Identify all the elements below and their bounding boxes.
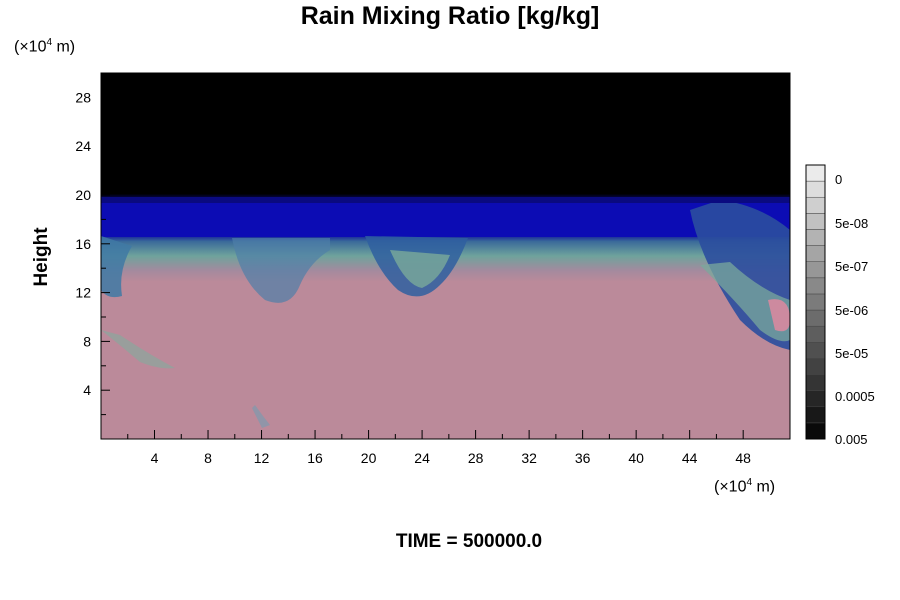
colorbar-swatch xyxy=(805,406,826,424)
teal-streak-left xyxy=(101,330,175,369)
colorbar-swatch xyxy=(805,358,826,375)
x-tick-label: 12 xyxy=(254,450,270,466)
teal-plume-center xyxy=(390,250,450,288)
colorbar-swatch xyxy=(805,422,826,440)
colorbar-swatch xyxy=(805,390,826,408)
colorbar-label: 5e-05 xyxy=(835,346,868,361)
y-axis-unit: (×104 m) xyxy=(14,33,75,57)
colorbar-label: 0 xyxy=(835,172,842,187)
colorbar-swatch xyxy=(805,261,826,279)
x-tick-label: 48 xyxy=(735,450,751,466)
x-tick-label: 28 xyxy=(468,450,484,466)
y-unit-suffix: m) xyxy=(52,38,76,56)
x-tick-label: 20 xyxy=(361,450,377,466)
blue-cloud-top xyxy=(101,197,790,203)
x-tick-label: 36 xyxy=(575,450,591,466)
colorbar-swatch xyxy=(805,196,826,214)
colorbar-swatch xyxy=(805,277,826,295)
blue-plume-left xyxy=(101,236,132,298)
x-axis-unit: (×104 m) xyxy=(714,473,775,497)
y-tick-label: 12 xyxy=(75,285,91,301)
y-tick-label: 20 xyxy=(75,187,91,203)
y-tick-label: 28 xyxy=(75,89,91,105)
x-tick-label: 8 xyxy=(204,450,212,466)
chart-title: Rain Mixing Ratio [kg/kg] xyxy=(300,2,600,30)
colorbar-swatch xyxy=(805,342,826,359)
colorbar-swatch xyxy=(805,309,826,327)
x-tick-label: 44 xyxy=(682,450,698,466)
colorbar: 0.005 0.0005 5e-05 5e-06 5e-07 5e-08 0 xyxy=(805,164,875,447)
colorbar-label: 5e-08 xyxy=(835,216,868,231)
colorbar-swatch xyxy=(805,229,826,246)
y-tick-label: 24 xyxy=(75,138,91,154)
y-tick-label: 8 xyxy=(83,333,91,349)
y-tick-label: 16 xyxy=(75,236,91,252)
y-unit-prefix: (×10 xyxy=(14,38,47,56)
x-tick-label: 40 xyxy=(628,450,644,466)
x-axis-ticks: 4 8 12 16 20 24 28 32 36 40 44 48 xyxy=(127,430,751,466)
plot-frame xyxy=(100,72,791,440)
x-tick-label: 24 xyxy=(414,450,430,466)
x-tick-label: 4 xyxy=(151,450,159,466)
x-unit-suffix: m) xyxy=(752,478,776,496)
y-tick-label: 4 xyxy=(83,382,91,398)
x-unit-prefix: (×10 xyxy=(714,478,747,496)
teal-plume-right xyxy=(700,262,790,342)
blue-layer xyxy=(101,200,790,237)
colorbar-label: 0.0005 xyxy=(835,389,875,404)
colorbar-label: 0.005 xyxy=(835,432,868,447)
blue-plume-center-left xyxy=(232,238,330,303)
x-tick-label: 16 xyxy=(307,450,323,466)
colorbar-label: 5e-07 xyxy=(835,259,868,274)
time-annotation: TIME = 500000.0 xyxy=(0,530,900,554)
y-unit-exponent: 4 xyxy=(46,37,53,48)
colorbar-swatch xyxy=(805,180,826,198)
colorbar-swatch xyxy=(805,374,826,391)
colorbar-swatch xyxy=(805,245,826,262)
x-unit-exponent: 4 xyxy=(746,477,753,488)
pink-blob-right xyxy=(768,299,790,332)
y-axis-ticks: 4 8 12 16 20 24 28 xyxy=(75,89,110,416)
thin-plume xyxy=(252,405,270,428)
colorbar-swatch xyxy=(805,325,826,343)
colorbar-swatch xyxy=(805,213,826,230)
x-tick-label: 32 xyxy=(521,450,537,466)
time-annotation-text: TIME = 500000.0 xyxy=(395,531,543,552)
colorbar-swatch xyxy=(805,293,826,311)
colorbar-frame xyxy=(805,164,826,440)
colorbar-swatch xyxy=(805,164,826,182)
colorbar-label: 5e-06 xyxy=(835,303,868,318)
heatmap-field xyxy=(101,73,790,439)
